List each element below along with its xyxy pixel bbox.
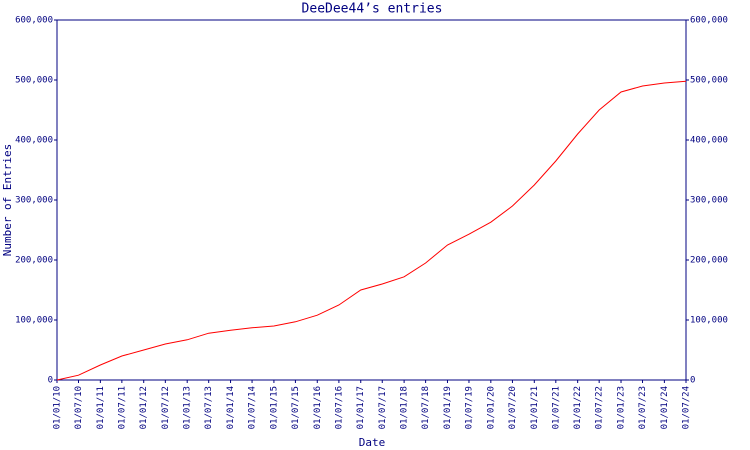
x-tick-label: 01/07/10	[74, 386, 84, 429]
x-tick-label: 01/01/14	[226, 386, 236, 429]
x-tick-label: 01/07/22	[595, 386, 605, 429]
x-tick-label: 01/07/19	[464, 386, 474, 429]
data-line	[56, 80, 687, 381]
x-tick-label: 01/07/15	[291, 386, 301, 429]
x-tick-label: 01/07/17	[378, 386, 388, 429]
y-tick-label: 500,000	[15, 76, 53, 86]
x-tick-label: 01/01/20	[486, 386, 496, 429]
y2-tick-label: 500,000	[690, 76, 728, 86]
y-tick-label: 0	[48, 376, 53, 386]
x-tick-label: 01/07/16	[334, 386, 344, 429]
y-tick-label: 300,000	[15, 196, 53, 206]
plot-frame	[56, 19, 687, 381]
x-tick-label: 01/07/21	[551, 386, 561, 429]
x-tick-label: 01/01/16	[313, 386, 323, 429]
x-tick-label: 01/01/18	[400, 386, 410, 429]
x-tick-label: 01/07/14	[248, 386, 258, 429]
x-tick-label: 01/01/10	[53, 386, 63, 429]
y-tick-label: 200,000	[15, 256, 53, 266]
y2-tick-label: 100,000	[690, 316, 728, 326]
y2-tick-label: 0	[690, 376, 695, 386]
x-tick-label: 01/01/11	[96, 386, 106, 429]
y2-tick-label: 400,000	[690, 136, 728, 146]
x-tick-label: 01/01/24	[660, 386, 670, 429]
x-tick-label: 01/01/22	[573, 386, 583, 429]
y2-tick-label: 200,000	[690, 256, 728, 266]
x-tick-label: 01/01/19	[443, 386, 453, 429]
y2-tick-label: 300,000	[690, 196, 728, 206]
x-tick-label: 01/01/12	[139, 386, 149, 429]
x-tick-label: 01/07/12	[161, 386, 171, 429]
y2-tick-label: 600,000	[690, 16, 728, 26]
x-tick-label: 01/01/17	[356, 386, 366, 429]
x-tick-label: 01/07/13	[204, 386, 214, 429]
x-tick-label: 01/07/11	[117, 386, 127, 429]
x-tick-label: 01/01/13	[183, 386, 193, 429]
x-axis-title: Date	[359, 436, 386, 449]
chart-title: DeeDee44’s entries	[302, 2, 443, 17]
y-axis-title: Number of Entries	[1, 144, 14, 257]
y-tick-label: 600,000	[15, 16, 53, 26]
y-tick-label: 400,000	[15, 136, 53, 146]
y-tick-label: 100,000	[15, 316, 53, 326]
x-tick-label: 01/07/24	[682, 386, 692, 429]
x-tick-label: 01/07/20	[508, 386, 518, 429]
x-tick-label: 01/01/23	[617, 386, 627, 429]
x-tick-label: 01/01/21	[530, 386, 540, 429]
x-tick-label: 01/07/23	[638, 386, 648, 429]
x-tick-label: 01/07/18	[421, 386, 431, 429]
x-tick-label: 01/01/15	[269, 386, 279, 429]
